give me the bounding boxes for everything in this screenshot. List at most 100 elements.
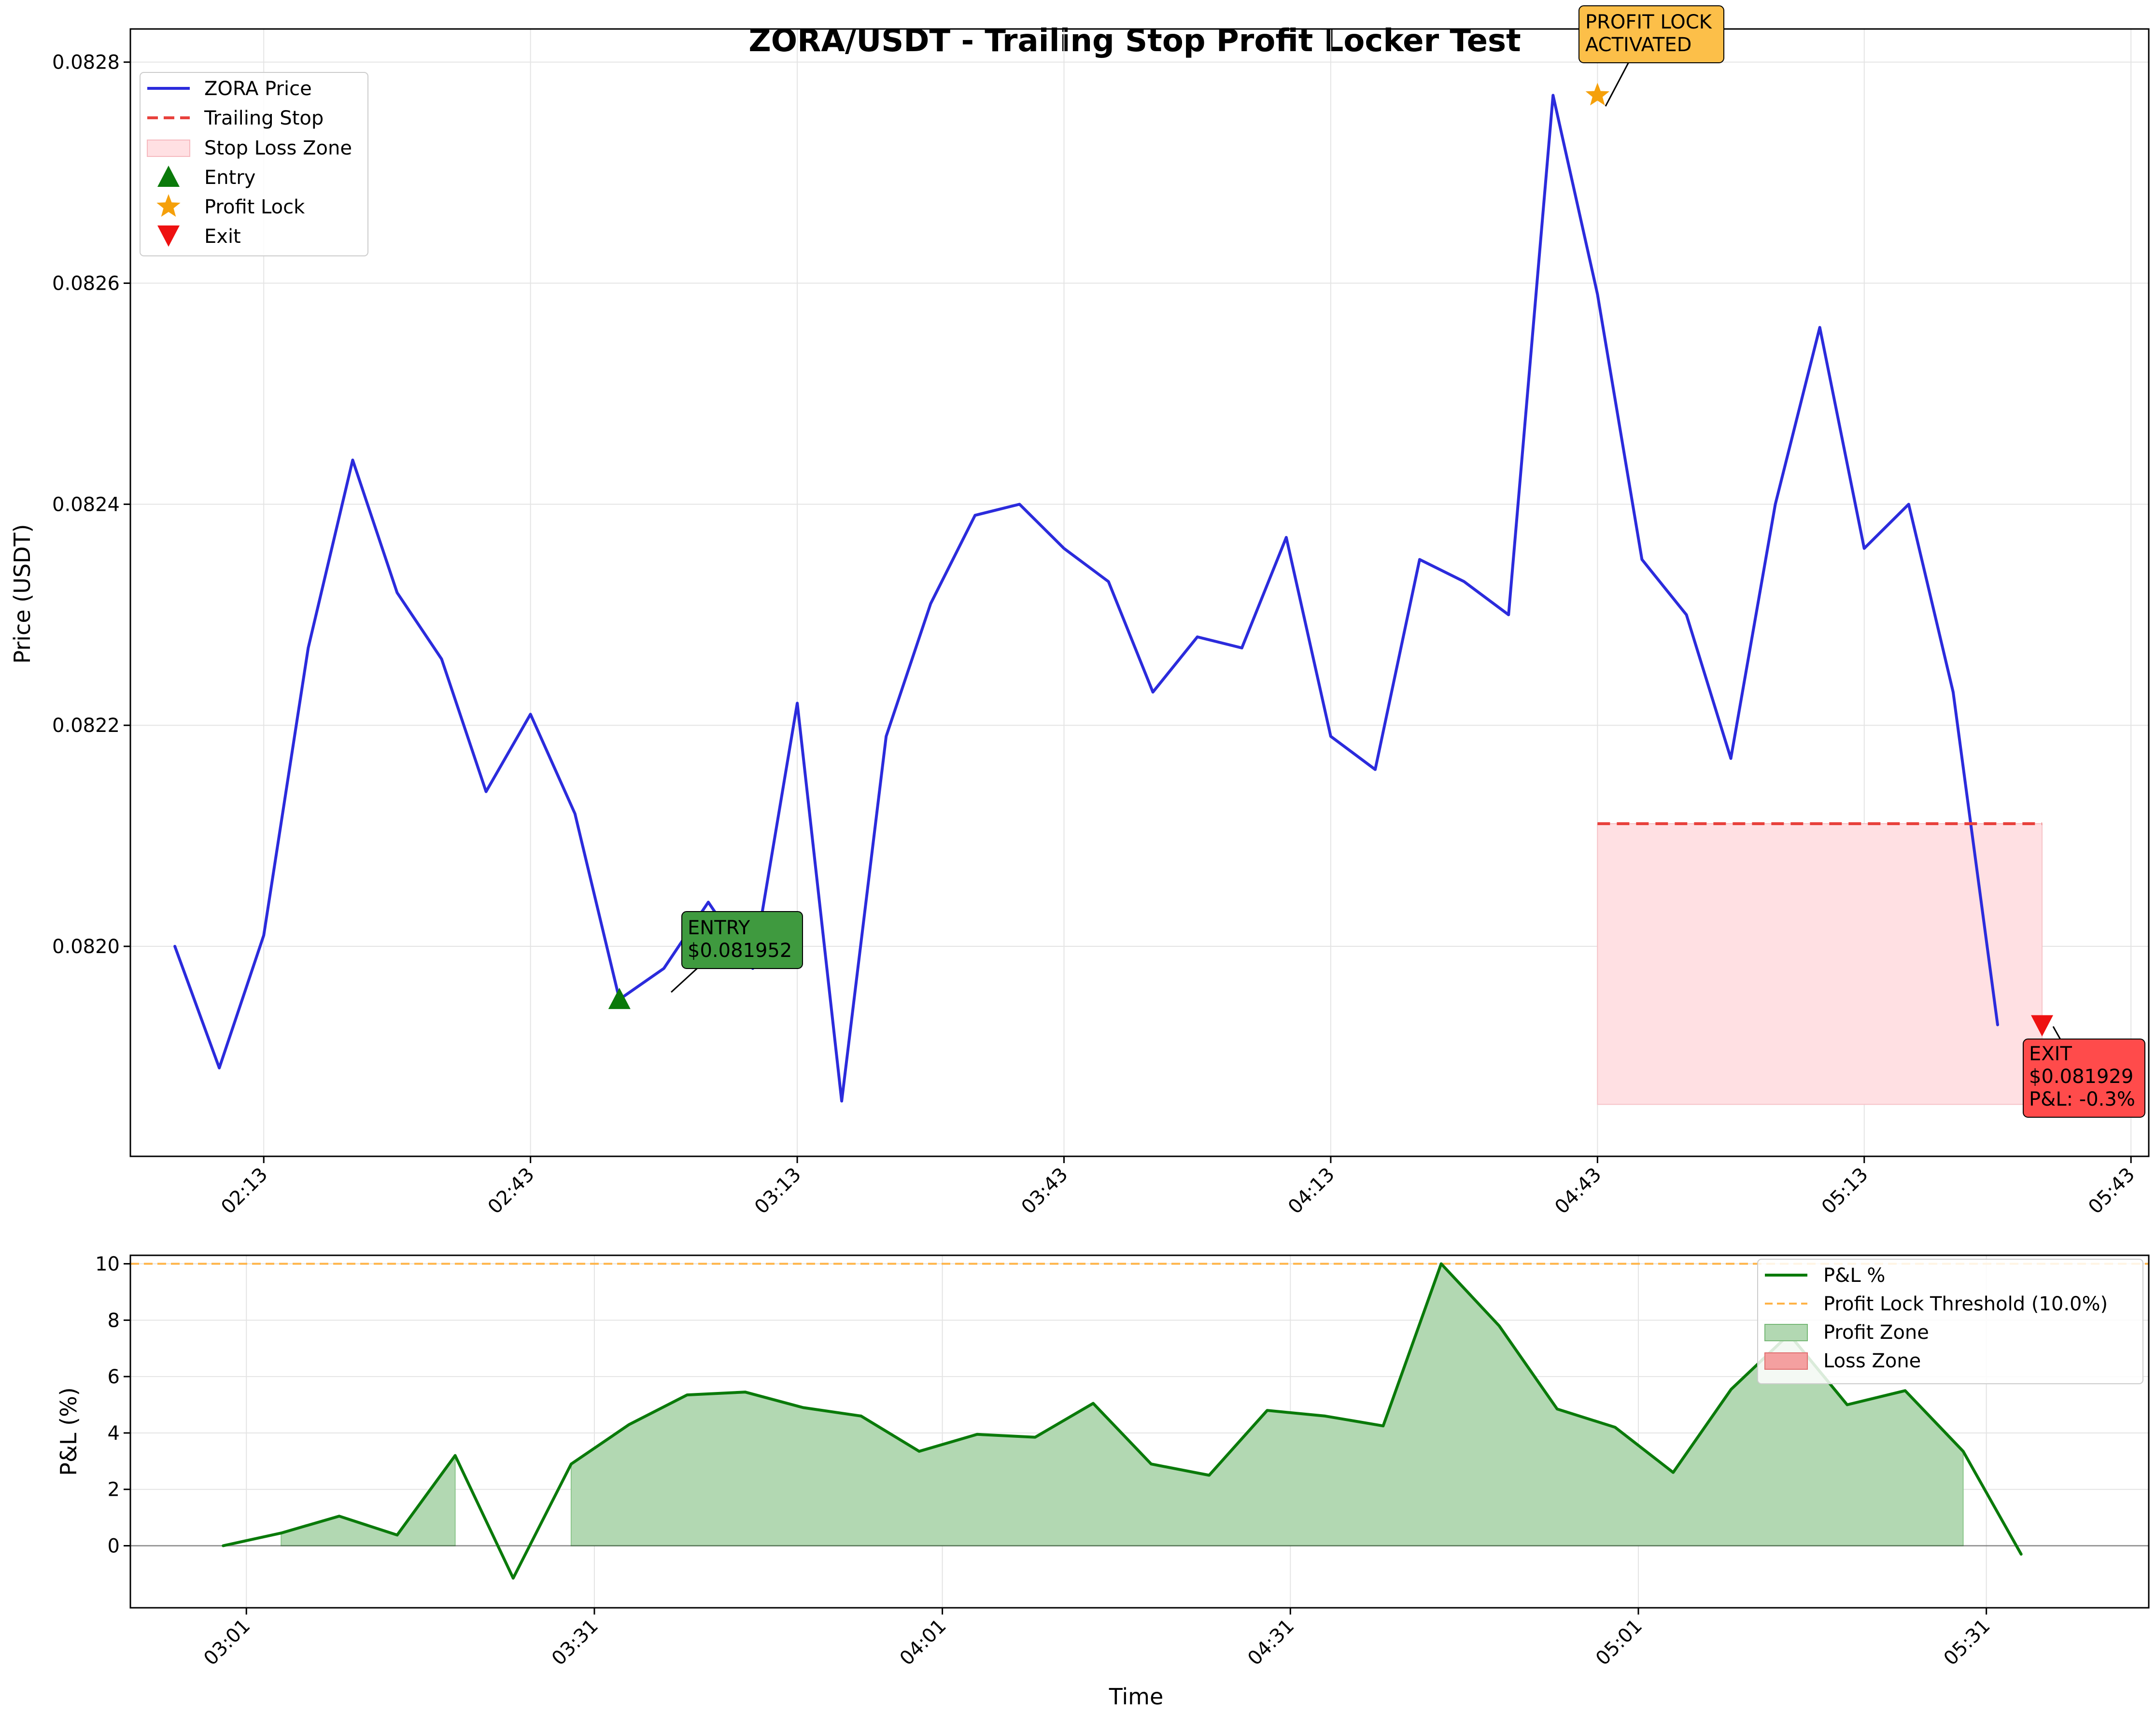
legend-loss-zone-swatch <box>1764 1352 1808 1370</box>
price-x-tick-label: 05:43 <box>2084 1164 2139 1219</box>
pnl-x-tick-label: 03:31 <box>548 1615 603 1670</box>
pnl-point <box>1382 1425 1383 1426</box>
pnl-point <box>1093 1403 1094 1404</box>
pnl-point <box>1557 1408 1558 1409</box>
zora-price-point <box>530 714 531 715</box>
zora-price-point <box>1686 614 1687 615</box>
zora-price-point <box>1731 758 1732 759</box>
legend-stop-loss-zone: Stop Loss Zone <box>204 137 352 159</box>
pnl-x-tick-label: 05:01 <box>1592 1615 1647 1670</box>
pnl-y-axis-label: P&L (%) <box>56 1387 82 1475</box>
pnl-line <box>222 1262 2023 1580</box>
zora-price-point <box>797 702 798 703</box>
exit-marker <box>2031 1015 2054 1037</box>
legend-profit-zone: Profit Zone <box>1823 1321 1929 1344</box>
pnl-y-tick-label: 0 <box>108 1535 120 1558</box>
entry-annotation-line-2: $0.081952 <box>688 940 792 962</box>
pnl-point <box>977 1434 978 1435</box>
price-legend: ZORA Price Trailing Stop Stop Loss Zone … <box>140 72 368 256</box>
legend-profit-zone-swatch <box>1764 1324 1808 1341</box>
price-x-tick-label: 05:13 <box>1818 1164 1873 1219</box>
legend-entry: Entry <box>204 167 255 189</box>
stop-loss-zone-layer <box>1597 823 2043 1105</box>
pnl-point <box>1035 1437 1036 1438</box>
pnl-x-tick-label: 04:01 <box>896 1615 951 1670</box>
legend-exit: Exit <box>204 225 241 248</box>
price-plot-frame <box>129 28 2150 1157</box>
price-x-tick-label: 03:43 <box>1017 1164 1072 1219</box>
zora-price-point <box>1419 559 1420 560</box>
legend-profit-lock: Profit Lock <box>204 196 305 218</box>
pnl-y-tick-label: 10 <box>95 1253 120 1276</box>
zora-price-point <box>1464 581 1465 582</box>
profit-lock-annotation-line-1: PROFIT LOCK <box>1585 11 1713 33</box>
zora-price-point <box>1063 548 1064 549</box>
pnl-fill-layer <box>281 1263 1964 1546</box>
price-x-tick-label: 04:43 <box>1550 1164 1606 1219</box>
zora-price-line <box>173 94 1999 1103</box>
pnl-point <box>1963 1451 1964 1452</box>
price-x-tick-label: 03:13 <box>750 1164 805 1219</box>
zora-price-point <box>396 592 397 593</box>
pnl-point <box>397 1534 398 1535</box>
zora-price-point <box>486 791 487 792</box>
zora-price-point <box>886 736 887 737</box>
trade-markers <box>608 83 2054 1037</box>
pnl-point <box>1731 1389 1732 1390</box>
pnl-point <box>338 1516 339 1517</box>
pnl-y-tick-label: 8 <box>108 1309 120 1332</box>
zora-price-point <box>1508 614 1509 615</box>
price-legend-box <box>140 72 368 256</box>
zora-price-point <box>1819 327 1820 328</box>
legend-loss-zone: Loss Zone <box>1823 1350 1921 1372</box>
exit-annotation-line-1: EXIT <box>2029 1043 2072 1065</box>
zora-price-point <box>708 901 709 902</box>
exit-annotation-box <box>2023 1039 2145 1118</box>
price-y-tick-label: 0.0820 <box>52 936 120 958</box>
pnl-point <box>281 1532 282 1533</box>
entry-annotation-arrow <box>670 965 701 993</box>
legend-threshold: Profit Lock Threshold (10.0%) <box>1823 1293 2108 1315</box>
pnl-plot-frame <box>129 1254 2150 1609</box>
pnl-point <box>1673 1472 1674 1473</box>
zora-price-point <box>308 647 309 648</box>
entry-annotation-box <box>681 911 803 969</box>
pnl-point <box>860 1416 861 1417</box>
legend-entry-icon <box>157 166 180 187</box>
zora-price-point <box>352 460 353 461</box>
pnl-point <box>513 1578 514 1579</box>
zora-price-point <box>1375 769 1376 770</box>
zora-price-point <box>1997 1025 1998 1026</box>
price-chart: ZORA/USDT - Trailing Stop Profit Locker … <box>9 5 2150 1219</box>
price-y-axis-label: Price (USDT) <box>9 524 35 663</box>
zora-price-point <box>1108 581 1109 582</box>
pnl-point <box>1499 1325 1500 1326</box>
entry-annotation-line-1: ENTRY <box>688 917 750 939</box>
pnl-chart: 0 2 4 6 8 10 03:01 03:31 04:01 04:31 05:01 05:31 P&… <box>56 1253 2150 1710</box>
pnl-point <box>687 1394 688 1395</box>
pnl-point <box>745 1391 746 1392</box>
pnl-point <box>223 1545 224 1546</box>
entry-marker <box>608 987 631 1009</box>
price-y-tick-label: 0.0822 <box>52 715 120 737</box>
pnl-point <box>571 1463 572 1464</box>
zora-price-point <box>575 813 576 814</box>
profit-lock-annotation: PROFIT LOCK ACTIVATED <box>1578 5 1724 107</box>
profit-lock-annotation-line-2: ACTIVATED <box>1585 34 1691 56</box>
price-x-tick-label: 02:13 <box>217 1164 272 1219</box>
zora-price-point <box>841 1101 842 1102</box>
exit-annotation-line-3: P&L: -0.3% <box>2029 1088 2135 1110</box>
legend-pnl: P&L % <box>1823 1264 1885 1287</box>
pnl-y-tick-label: 6 <box>108 1366 120 1388</box>
profit-lock-annotation-arrow <box>1605 60 1631 107</box>
pnl-point <box>1905 1390 1906 1391</box>
pnl-point <box>1209 1475 1210 1476</box>
pnl-point <box>455 1455 456 1456</box>
pnl-x-tick-label: 03:01 <box>199 1615 254 1670</box>
profit-zone-area <box>570 1263 1964 1546</box>
pnl-point <box>919 1451 920 1452</box>
zora-price-point <box>1775 504 1776 505</box>
pnl-legend-box <box>1757 1259 2143 1384</box>
price-y-tick-label: 0.0826 <box>52 273 120 295</box>
